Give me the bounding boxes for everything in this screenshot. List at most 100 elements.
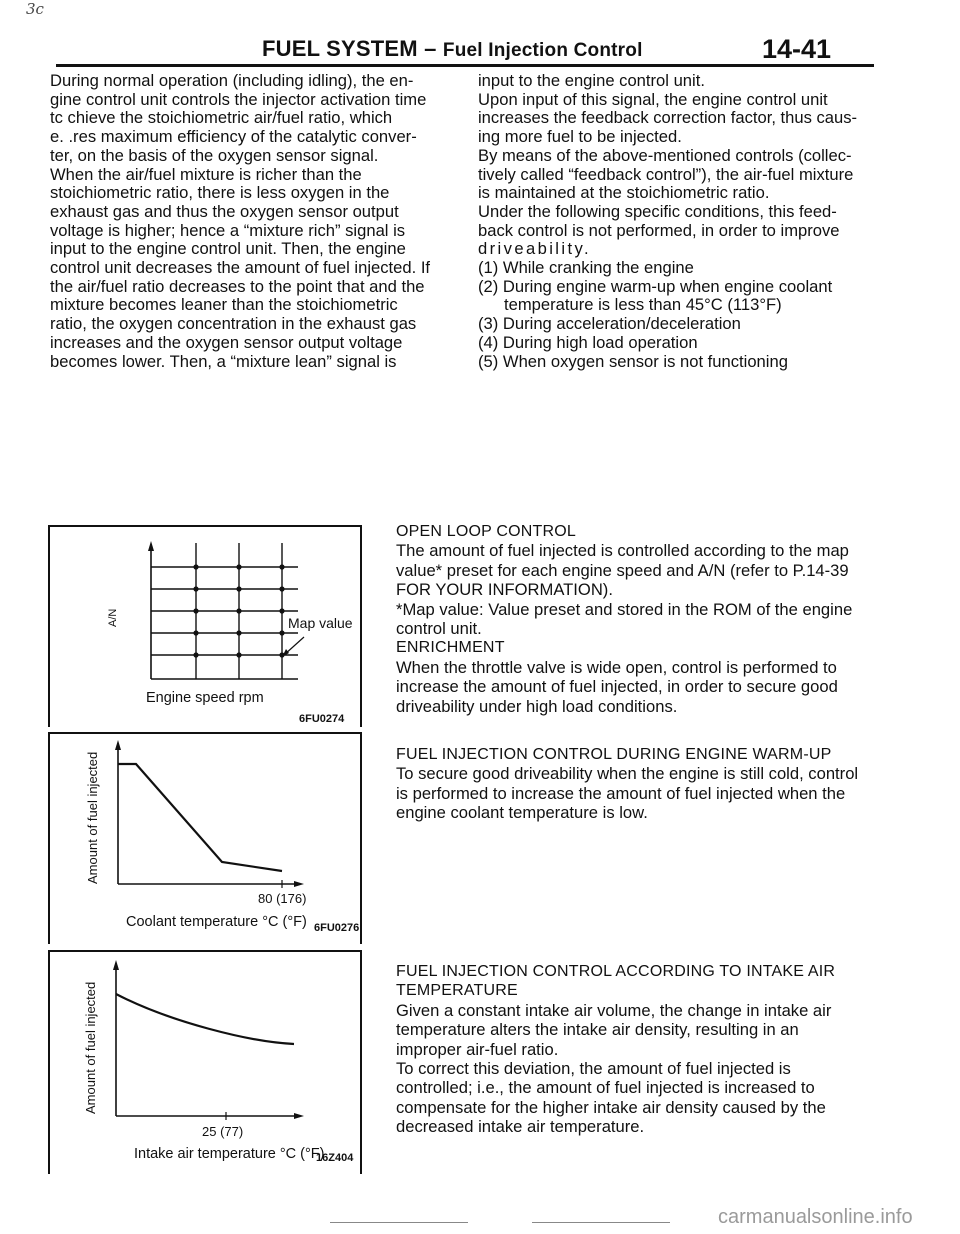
open-loop-heading: OPEN LOOP CONTROL (396, 523, 577, 540)
right-line: driveability. (478, 239, 591, 259)
y-axis-arrow (115, 740, 121, 750)
coolant-figure-code: 6FU0276 (314, 922, 360, 934)
coolant-temperature-figure: Amount of fuel injected 80 (176) Coolant… (48, 732, 362, 944)
section-line: temperature alters the intake air densit… (396, 1020, 799, 1040)
condition-num: (4) (478, 332, 499, 352)
condition-item: (2) During engine warm-up when engine co… (478, 276, 878, 297)
condition-num: (3) (478, 314, 499, 334)
map-value-arrow (282, 649, 289, 657)
section-line: *Map value: Value preset and stored in t… (396, 599, 853, 619)
page-number: 14-41 (762, 34, 832, 64)
section-line: Given a constant intake air volume, the … (396, 1000, 832, 1020)
map-grid-diagram (148, 541, 305, 680)
left-line: becomes lower. Then, a “mixture lean” si… (50, 351, 397, 371)
left-column: During normal operation (including idlin… (50, 71, 450, 371)
section-line: compensate for the higher intake air den… (396, 1097, 826, 1117)
condition-item: (4) During high load operation (478, 332, 878, 353)
map-value-figure: A/N Map value Engine speed rpm 6FU0274 (48, 525, 362, 727)
left-line: During normal operation (including idlin… (50, 71, 414, 90)
intake-air-heading-cont: TEMPERATURE (396, 982, 518, 1000)
intake-air-heading: FUEL INJECTION CONTROL ACCORDING TO INTA… (396, 963, 836, 980)
warmup-heading: FUEL INJECTION CONTROL DURING ENGINE WAR… (396, 746, 832, 763)
map-value-label: Map value (288, 615, 353, 631)
condition-text: During acceleration/deceleration (502, 314, 741, 334)
right-line: back control is not performed, in order … (478, 220, 840, 240)
coolant-curve (118, 762, 283, 873)
section-line: driveability under high load conditions. (396, 696, 678, 716)
left-line: gine control unit controls the injector … (50, 89, 427, 109)
section-line: decreased intake air temperature. (396, 1117, 645, 1137)
left-line: tc chieve the stoichiometric air/fuel ra… (50, 108, 393, 128)
condition-text: When oxygen sensor is not functioning (502, 351, 788, 371)
section-line: value* preset for each engine speed and … (396, 560, 849, 580)
condition-item: temperature is less than 45°C (113°F) (478, 296, 878, 315)
section-line: When the throttle valve is wide open, co… (396, 657, 837, 677)
right-line: is maintained at the stoichiometric rati… (478, 183, 770, 203)
coolant-x-label: Coolant temperature °C (°F) (126, 914, 307, 930)
condition-num: (5) (478, 351, 499, 371)
condition-text: During engine warm-up when engine coolan… (502, 276, 833, 296)
intake-air-section: FUEL INJECTION CONTROL ACCORDING TO INTA… (396, 962, 876, 1137)
grid-lines (151, 543, 298, 679)
section-line: To secure good driveability when the eng… (396, 764, 859, 784)
x-axis-arrow (294, 1113, 304, 1119)
right-line: Upon input of this signal, the engine co… (478, 89, 828, 109)
section-line: controlled; i.e., the amount of fuel inj… (396, 1078, 815, 1098)
enrichment-heading: ENRICHMENT (396, 639, 505, 657)
condition-num: (1) (478, 258, 499, 278)
left-line: mixture becomes leaner than the stoichio… (50, 295, 398, 315)
left-line: ratio, the oxygen concentration in the e… (50, 314, 417, 334)
intake-curve-chart (113, 960, 304, 1120)
condition-text: While cranking the engine (502, 258, 694, 278)
section-line: control unit. (396, 619, 482, 639)
right-line: tively called “feedback control”), the a… (478, 164, 854, 184)
section-line: To correct this deviation, the amount of… (396, 1059, 791, 1079)
condition-text: During high load operation (502, 332, 698, 352)
condition-item: (1) While cranking the engine (478, 258, 878, 278)
header-rule (56, 64, 874, 67)
right-line: By means of the above-mentioned controls… (478, 145, 852, 165)
section-line: FOR YOUR INFORMATION). (396, 580, 613, 600)
left-line: increases and the oxygen sensor output v… (50, 332, 403, 352)
left-line: ter, on the basis of the oxygen sensor s… (50, 145, 379, 165)
intake-tick-label: 25 (77) (202, 1124, 244, 1139)
section-line: improper air-fuel ratio. (396, 1039, 559, 1059)
left-line: stoichiometric ratio, there is less oxyg… (50, 183, 390, 203)
header-subsection: Fuel Injection Control (442, 40, 643, 61)
map-y-label: A/N (107, 608, 119, 627)
condition-num: (2) (478, 276, 499, 296)
footer-rule-left (330, 1222, 468, 1223)
condition-text: temperature is less than 45°C (113°F) (504, 295, 782, 315)
section-line: engine coolant temperature is low. (396, 803, 648, 823)
map-figure-code: 6FU0274 (299, 713, 345, 725)
corner-mark: 3c (26, 0, 44, 18)
coolant-curve-chart (115, 740, 304, 888)
condition-item: (5) When oxygen sensor is not functionin… (478, 351, 878, 372)
left-line: When the air/fuel mixture is richer than… (50, 164, 362, 184)
right-line: ing more fuel to be injected. (478, 127, 682, 147)
left-line: the air/fuel ratio decreases to the poin… (50, 276, 425, 296)
left-line: exhaust gas and thus the oxygen sensor o… (50, 201, 399, 221)
right-line: Under the following specific conditions,… (478, 201, 837, 221)
section-line: The amount of fuel injected is controlle… (396, 541, 849, 561)
header-dash: – (424, 36, 437, 61)
intake-y-label: Amount of fuel injected (83, 981, 98, 1114)
warmup-section: FUEL INJECTION CONTROL DURING ENGINE WAR… (396, 745, 876, 823)
condition-item: (3) During acceleration/deceleration (478, 314, 878, 334)
intake-curve (115, 993, 295, 1046)
left-line: e. .res maximum efficiency of the cataly… (50, 127, 417, 147)
footer-rule-right (532, 1222, 670, 1223)
y-axis-arrow (148, 541, 154, 551)
y-axis-arrow (113, 960, 119, 970)
coolant-y-label: Amount of fuel injected (85, 751, 100, 884)
grid-nodes (193, 564, 285, 658)
section-line: is performed to increase the amount of f… (396, 783, 846, 803)
intake-x-label: Intake air temperature °C (°F) (134, 1146, 325, 1162)
left-line: control unit decreases the amount of fue… (50, 258, 431, 278)
right-line: input to the engine control unit. (478, 71, 705, 90)
coolant-tick-label: 80 (176) (258, 891, 307, 906)
left-line: input to the engine control unit. Then, … (50, 239, 406, 259)
intake-figure-code: 16Z404 (316, 1152, 354, 1164)
map-x-label: Engine speed rpm (146, 690, 264, 706)
intake-temperature-figure: Amount of fuel injected 25 (77) Intake a… (48, 950, 362, 1174)
